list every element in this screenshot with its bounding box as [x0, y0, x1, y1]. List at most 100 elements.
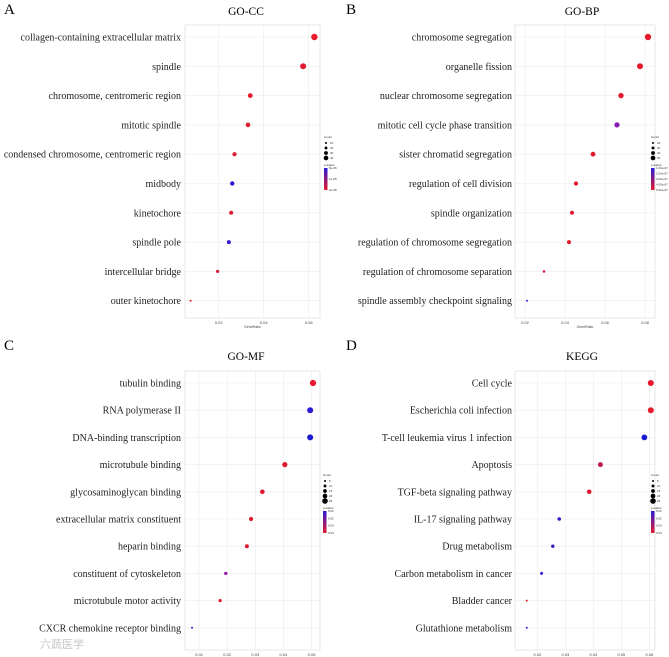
- x-axis-label: GeneRatio: [244, 325, 261, 329]
- term-label: sister chromatid segregation: [399, 150, 512, 161]
- x-tick-label: 0.02: [534, 652, 543, 657]
- plot-frame: [514, 370, 656, 651]
- data-point: [525, 626, 528, 629]
- data-point: [590, 151, 596, 157]
- legend-color-label: 0.02: [656, 516, 662, 520]
- data-point: [260, 489, 265, 495]
- data-point: [551, 544, 555, 548]
- x-tick-label: 0.06: [305, 320, 314, 325]
- legend-color-label: 4.00e-07: [656, 183, 668, 187]
- legend-size-label: 25: [329, 499, 333, 503]
- data-point: [245, 122, 251, 128]
- term-label: DNA-binding transcription: [72, 433, 181, 444]
- data-point: [647, 380, 654, 386]
- term-label: Glutathione metabolism: [416, 623, 513, 634]
- term-label: Bladder cancer: [452, 596, 513, 607]
- x-tick-label: 0.02: [521, 320, 530, 325]
- term-label: Drug metabolism: [442, 542, 512, 553]
- data-point: [540, 571, 544, 575]
- legend-count-title: Count: [324, 135, 332, 139]
- term-label: collagen-containing extracellular matrix: [21, 33, 181, 44]
- term-label: chromosome, centromeric region: [49, 91, 181, 102]
- x-axis-label: GeneRatio: [577, 325, 594, 329]
- term-label: microtubule motor activity: [74, 596, 181, 607]
- legend-size-label: 10: [330, 141, 334, 145]
- data-point: [597, 462, 603, 468]
- legend-size-dot: [651, 484, 655, 488]
- x-tick-label: 0.02: [215, 320, 224, 325]
- term-label: IL-17 signaling pathway: [414, 515, 512, 526]
- term-label: regulation of chromosome segregation: [358, 238, 512, 249]
- data-point: [525, 599, 528, 602]
- data-point: [248, 516, 254, 522]
- data-point: [311, 33, 318, 41]
- data-point: [573, 181, 579, 186]
- legend-size-label: 50: [657, 156, 661, 160]
- legend-size-dot: [322, 498, 328, 504]
- legend-color-label: 0.04: [656, 531, 662, 535]
- legend-size-label: 15: [657, 489, 661, 493]
- panel-letter: B: [346, 2, 356, 18]
- legend-color-label: 0.02: [328, 516, 334, 520]
- term-label: RNA polymerase II: [103, 406, 181, 417]
- data-point: [307, 407, 314, 414]
- plot-frame: [514, 24, 656, 319]
- x-tick-label: 0.03: [251, 652, 260, 657]
- legend-size-dot: [652, 142, 654, 144]
- legend-color-title: p.adjust: [651, 506, 662, 510]
- term-label: regulation of cell division: [409, 179, 512, 190]
- legend-size-label: 10: [329, 484, 333, 488]
- term-label: Cell cycle: [472, 379, 513, 390]
- legend-count-title: Count: [323, 473, 331, 477]
- term-label: Apoptosis: [471, 460, 512, 471]
- legend-color-label: 0.01: [656, 509, 662, 513]
- data-point: [229, 210, 234, 215]
- legend-size-label: 5: [657, 479, 659, 483]
- x-tick-label: 0.03: [562, 652, 571, 657]
- term-label: spindle assembly checkpoint signaling: [358, 296, 512, 307]
- legend-size-label: 40: [657, 151, 661, 155]
- x-tick-label: 0.06: [601, 320, 610, 325]
- legend-size-dot: [651, 151, 655, 155]
- term-label: spindle: [152, 62, 181, 73]
- x-tick-label: 0.02: [223, 652, 232, 657]
- data-point: [216, 269, 220, 273]
- legend-color-label: 1.00e-07: [656, 166, 668, 170]
- legend-size-dot: [323, 484, 327, 488]
- legend-size-dot: [323, 489, 327, 493]
- chart-title: GO-BP: [565, 6, 600, 18]
- legend-size-label: 10: [657, 484, 661, 488]
- data-point: [224, 571, 228, 576]
- data-point: [191, 626, 194, 629]
- data-point: [647, 407, 654, 414]
- legend-size-label: 30: [330, 151, 334, 155]
- legend-count-title: Count: [651, 135, 659, 139]
- term-label: regulation of chromosome separation: [363, 267, 512, 278]
- legend-size-dot: [652, 480, 654, 482]
- legend-size-label: 20: [657, 494, 661, 498]
- legend-size-dot: [325, 142, 327, 144]
- data-point: [586, 489, 592, 495]
- data-point: [637, 63, 643, 70]
- data-point: [309, 379, 317, 387]
- term-label: intercellular bridge: [105, 267, 182, 278]
- legend-size-dot: [650, 498, 656, 504]
- legend-colorbar: [651, 168, 655, 190]
- legend-colorbar: [651, 511, 655, 533]
- term-label: tubulin binding: [120, 379, 181, 390]
- legend-color-label: 0.03: [656, 524, 662, 528]
- term-label: condensed chromosome, centromeric region: [4, 150, 181, 161]
- legend-color-label: 0.03: [328, 524, 334, 528]
- chart-title: GO-CC: [228, 6, 264, 18]
- term-label: constituent of cytoskeleton: [73, 569, 181, 580]
- term-label: spindle organization: [431, 208, 512, 219]
- term-label: CXCR chemokine receptor binding: [39, 623, 181, 634]
- data-point: [307, 434, 314, 441]
- panel-letter: A: [4, 2, 15, 18]
- plot-frame: [184, 370, 321, 651]
- watermark-text: 六蔬医学: [40, 637, 84, 651]
